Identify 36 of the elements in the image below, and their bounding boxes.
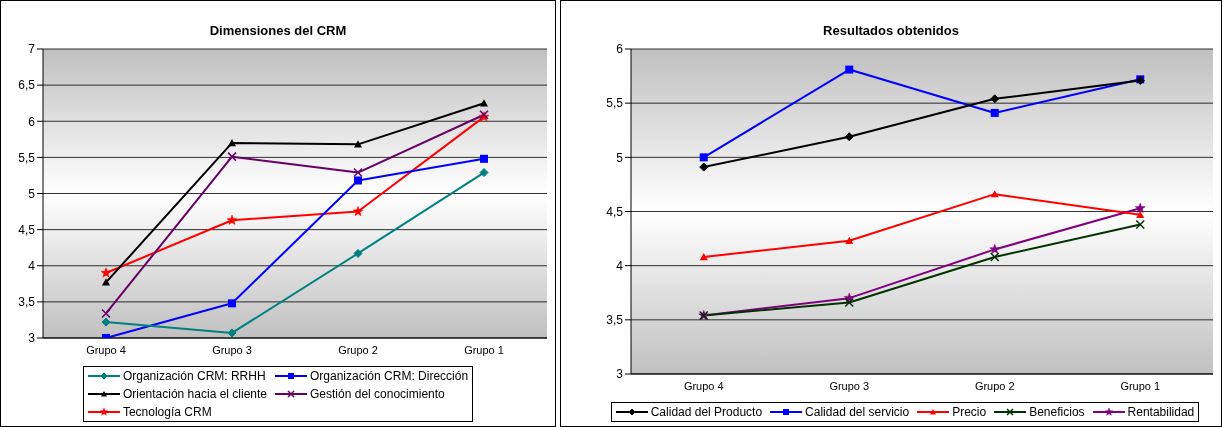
chart-title: Dimensiones del CRM — [208, 22, 348, 40]
y-tick-label: 7 — [28, 42, 36, 57]
x-tick-label: Grupo 4 — [86, 343, 126, 356]
y-tick-label: 5 — [28, 186, 36, 201]
y-tick-label: 4,5 — [606, 204, 624, 219]
y-tick-label: 4 — [616, 258, 624, 273]
y-tick-label: 6 — [28, 114, 36, 129]
x-tick-label: Grupo 1 — [1120, 379, 1161, 392]
y-tick-label: 5,5 — [606, 96, 624, 111]
legend-label: Precio — [952, 405, 987, 419]
chart-title: Resultados obtenidos — [822, 22, 960, 40]
y-tick-label: 6,5 — [18, 78, 36, 93]
x-tick-label: Grupo 4 — [683, 379, 724, 392]
y-tick-label: 3,5 — [606, 313, 624, 328]
x-tick-label: Grupo 3 — [829, 379, 870, 392]
legend-label: Tecnología CRM — [122, 405, 212, 419]
y-tick-label: 5 — [616, 150, 624, 165]
y-tick-label: 3 — [616, 367, 624, 382]
y-tick-label: 3,5 — [18, 295, 36, 310]
legend-label: Gestión del conocimiento — [310, 387, 445, 401]
y-tick-label: 3 — [28, 331, 36, 346]
x-tick-label: Grupo 3 — [212, 343, 252, 356]
x-tick-label: Grupo 2 — [338, 343, 378, 356]
legend-label: Organización CRM: Dirección — [310, 369, 469, 383]
x-tick-label: Grupo 1 — [464, 343, 504, 356]
y-tick-label: 6 — [616, 42, 624, 57]
legend-label: Rentabilidad — [1127, 405, 1195, 419]
y-tick-label: 4 — [28, 259, 36, 274]
legend-label: Organización CRM: RRHH — [122, 369, 266, 383]
legend-label: Beneficios — [1029, 405, 1085, 419]
legend-label: Calidad del servicio — [805, 405, 910, 419]
legend-label: Orientación hacia el cliente — [122, 387, 268, 401]
y-tick-label: 5,5 — [18, 150, 36, 165]
legend-label: Calidad del Producto — [650, 405, 763, 419]
y-tick-label: 4,5 — [18, 222, 36, 237]
x-tick-label: Grupo 2 — [974, 379, 1015, 392]
